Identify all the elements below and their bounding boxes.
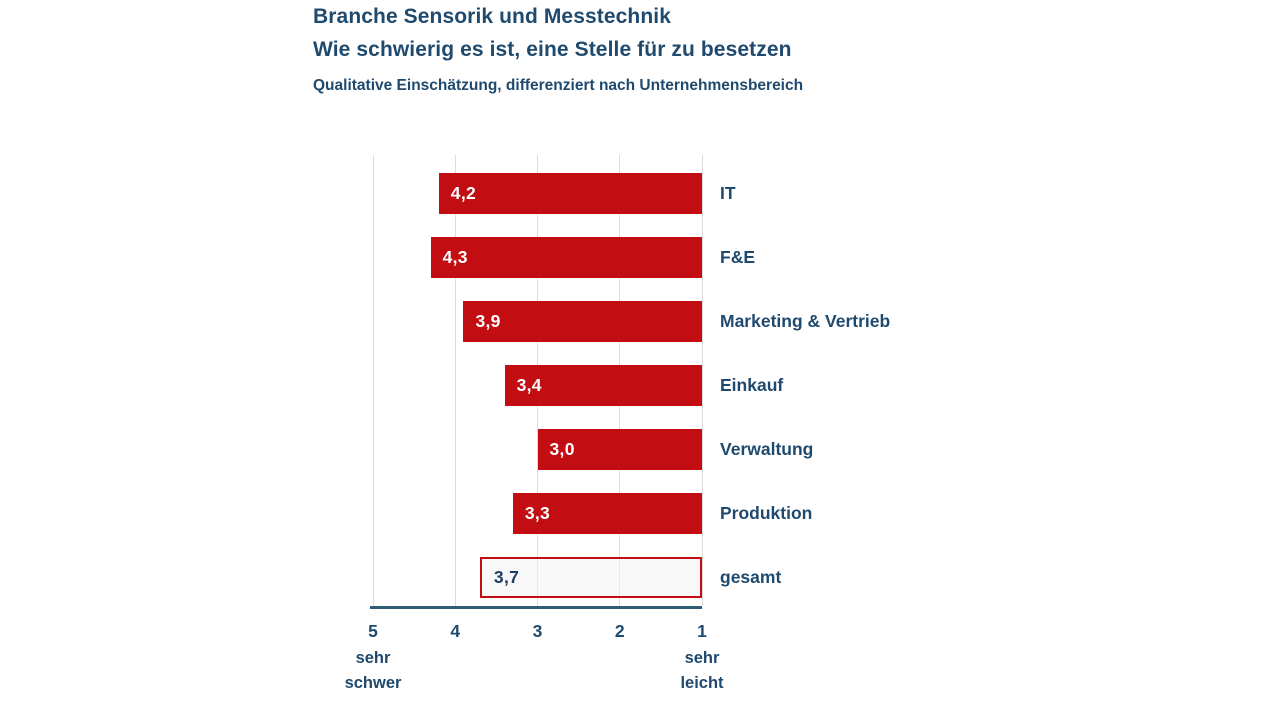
bar-value-label: 3,9 xyxy=(475,311,501,331)
gridline xyxy=(454,155,456,606)
bar-Produktion: 3,3 xyxy=(512,493,702,534)
bar-highlight-gesamt: 3,7 xyxy=(479,557,702,598)
category-label-it: IT xyxy=(720,183,736,203)
bar-value-label: 3,3 xyxy=(524,503,551,523)
bar-value-label: 3,7 xyxy=(493,567,520,587)
axis-caption-left-line2: schwer xyxy=(344,674,402,692)
bar-value-label: 3,0 xyxy=(549,439,575,459)
gridline xyxy=(372,155,374,606)
category-label-marketing-vertrieb: Marketing & Vertrieb xyxy=(720,311,891,331)
bar-IT: 4,2 xyxy=(438,173,702,214)
axis-caption-right-line1: sehr xyxy=(684,649,720,667)
category-label-gesamt: gesamt xyxy=(720,567,782,587)
bar-value-label: 3,4 xyxy=(516,375,542,395)
bar-Marketing & Vertrieb: 3,9 xyxy=(463,301,702,342)
chart-title-line2: Wie schwierig es ist, eine Stelle für zu… xyxy=(313,38,792,61)
bar-value-label: 4,3 xyxy=(442,247,468,267)
x-axis-line xyxy=(370,606,702,609)
bar-Einkauf: 3,4 xyxy=(504,365,702,406)
x-tick-4: 4 xyxy=(450,621,461,641)
chart-title-line1: Branche Sensorik und Messtechnik xyxy=(313,5,671,28)
gridline xyxy=(701,155,703,606)
x-tick-5: 5 xyxy=(368,621,378,641)
category-label-einkauf: Einkauf xyxy=(720,375,784,395)
axis-caption-left-line1: sehr xyxy=(355,649,391,667)
x-tick-2: 2 xyxy=(614,621,625,641)
category-label-verwaltung: Verwaltung xyxy=(720,439,814,459)
x-tick-1: 1 xyxy=(697,621,707,641)
axis-caption-right-line2: leicht xyxy=(680,674,724,692)
bar-Verwaltung: 3,0 xyxy=(537,429,702,470)
bar-value-label: 4,2 xyxy=(450,183,477,203)
x-tick-3: 3 xyxy=(532,621,543,641)
category-label-produktion: Produktion xyxy=(720,503,813,523)
bar-F&E: 4,3 xyxy=(430,237,702,278)
chart-subtitle: Qualitative Einschätzung, differenziert … xyxy=(313,77,804,94)
category-label-f-e: F&E xyxy=(720,247,755,267)
